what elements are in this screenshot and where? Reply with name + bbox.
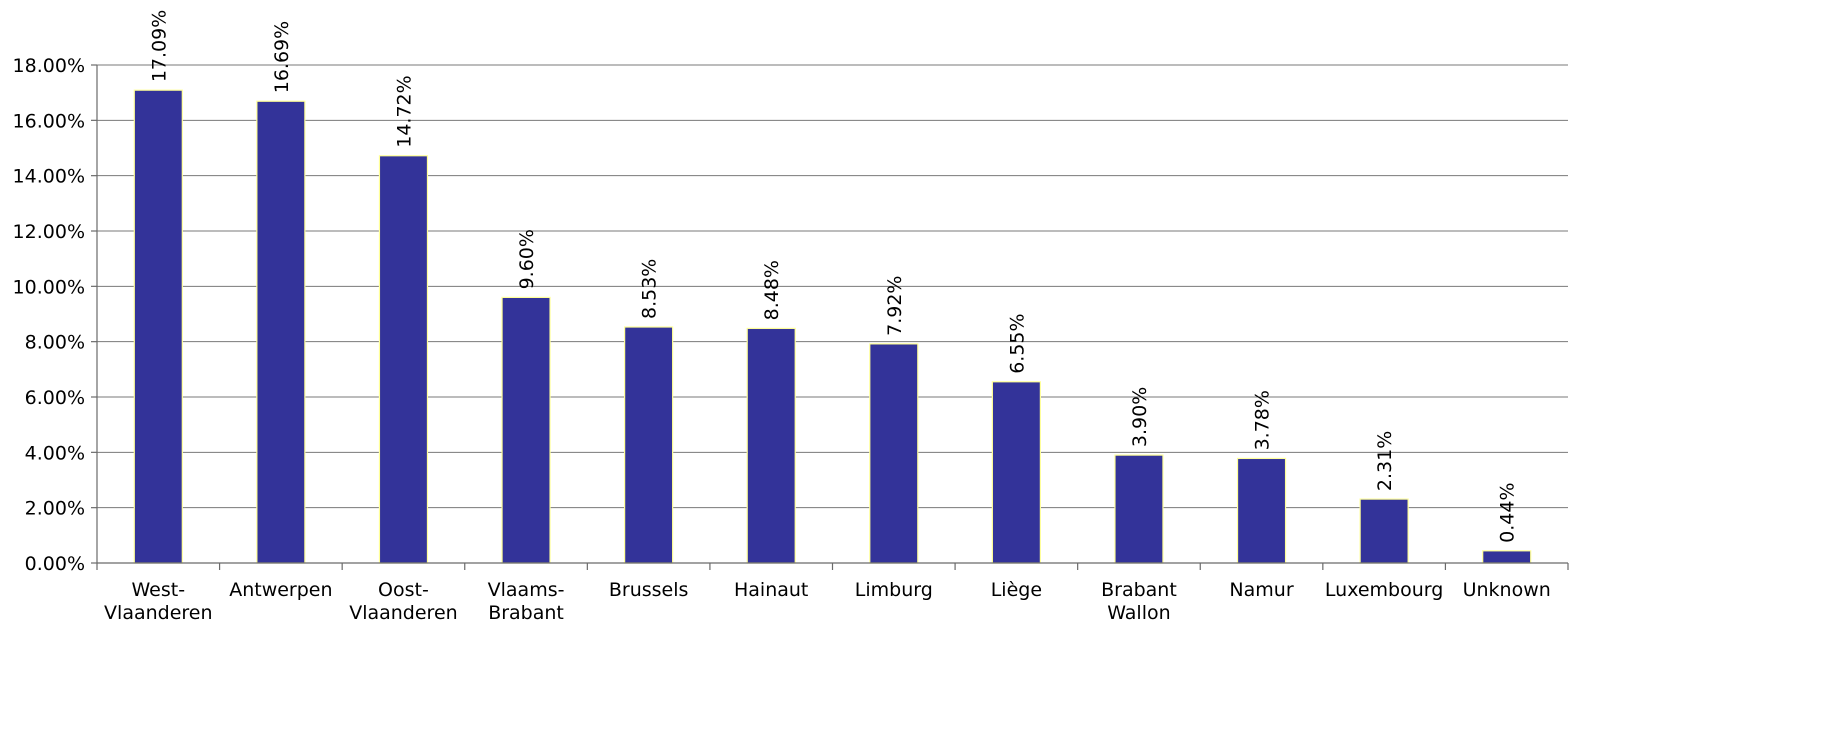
y-tick-label: 8.00% — [25, 332, 85, 354]
category-label: Brussels — [609, 579, 689, 601]
data-label: 8.53% — [639, 259, 661, 319]
bar — [501, 296, 551, 564]
data-label: 17.09% — [148, 10, 170, 82]
data-label: 0.44% — [1497, 482, 1519, 542]
y-tick-label: 10.00% — [13, 276, 85, 298]
category-labels: West-Vlaanderen Antwerpen Oost-Vlaanderen V… — [104, 579, 1551, 624]
category-label: Liège — [991, 579, 1042, 601]
data-label: 2.31% — [1374, 431, 1396, 491]
data-label: 14.72% — [393, 75, 415, 147]
category-label: Antwerpen — [229, 579, 332, 601]
data-label: 3.78% — [1252, 390, 1274, 450]
bar — [869, 343, 919, 564]
y-tick-label: 12.00% — [13, 221, 85, 243]
y-tick-label: 6.00% — [25, 387, 85, 409]
category-label: Unknown — [1463, 579, 1551, 601]
data-labels: 17.09% 16.69% 14.72% 9.60% 8.53% 8.48% 7.92% 6.… — [148, 10, 1518, 543]
y-tick-label: 14.00% — [13, 166, 85, 188]
data-label: 8.48% — [761, 260, 783, 320]
y-tick-label: 16.00% — [13, 110, 85, 132]
data-label: 7.92% — [884, 276, 906, 336]
y-tick-label: 0.00% — [25, 553, 85, 575]
category-label: Hainaut — [734, 579, 808, 601]
bar — [1114, 454, 1164, 564]
bar — [746, 327, 796, 564]
bar — [378, 155, 429, 564]
bar — [624, 326, 674, 564]
y-axis-tick-labels: 0.00% 2.00% 4.00% 6.00% 8.00% 10.00% 12.00% 14.… — [13, 55, 97, 575]
category-label: Oost-Vlaanderen — [349, 579, 457, 624]
bar — [1236, 457, 1287, 564]
category-label: Luxembourg — [1325, 579, 1443, 601]
data-label: 3.90% — [1129, 387, 1151, 447]
gridlines — [97, 64, 1568, 509]
category-label: West-Vlaanderen — [104, 579, 212, 624]
category-label: Namur — [1229, 579, 1293, 601]
data-label: 6.55% — [1006, 313, 1028, 373]
data-label: 9.60% — [516, 229, 538, 289]
y-tick-label: 18.00% — [13, 55, 85, 77]
bar — [133, 89, 183, 564]
bar — [256, 100, 306, 564]
bar — [1359, 498, 1409, 564]
category-label: Brabant Wallon — [1101, 579, 1177, 624]
data-label: 16.69% — [271, 21, 293, 93]
bar — [1482, 550, 1532, 564]
axes — [96, 65, 1569, 570]
bar — [991, 381, 1041, 564]
y-tick-label: 4.00% — [25, 442, 85, 464]
category-label: Limburg — [855, 579, 933, 601]
category-label: Vlaams-Brabant — [488, 579, 565, 624]
bars — [133, 89, 1532, 564]
y-tick-label: 2.00% — [25, 498, 85, 520]
